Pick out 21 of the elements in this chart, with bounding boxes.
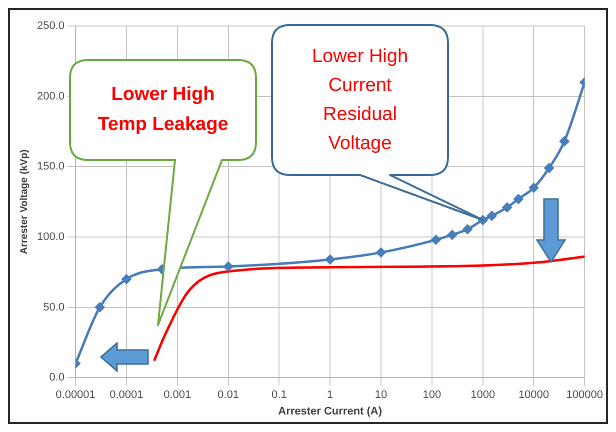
x-tick-label: 100 <box>422 389 442 402</box>
y-tick-label: 150.0 <box>36 160 65 173</box>
x-tick-label: 0.01 <box>218 389 239 402</box>
x-tick-label: 10000 <box>518 389 550 402</box>
x-tick-label: 0.1 <box>272 389 287 402</box>
x-tick-label: 1 <box>327 389 334 402</box>
annotation: Lower High Temp Leakage <box>96 83 230 137</box>
y-tick-label: 50.0 <box>43 301 65 314</box>
y-tick-label: 100.0 <box>36 230 65 243</box>
x-tick-label: 1000 <box>470 389 496 402</box>
x-tick-label: 100000 <box>566 389 604 402</box>
y-axis-title: Arrester Voltage (kVp) <box>18 149 30 254</box>
annotation: Lower High Current Residual Voltage <box>310 45 410 156</box>
x-tick-label: 0.001 <box>164 389 192 402</box>
x-axis-title: Arrester Current (A) <box>278 405 382 418</box>
x-tick-label: 10 <box>374 389 388 402</box>
y-tick-label: 0.0 <box>49 372 65 384</box>
y-tick-label: 250.0 <box>36 20 65 32</box>
x-tick-label: 0.0001 <box>110 389 144 402</box>
y-tick-label: 200.0 <box>36 90 65 102</box>
x-tick-label: 0.00001 <box>56 389 96 402</box>
